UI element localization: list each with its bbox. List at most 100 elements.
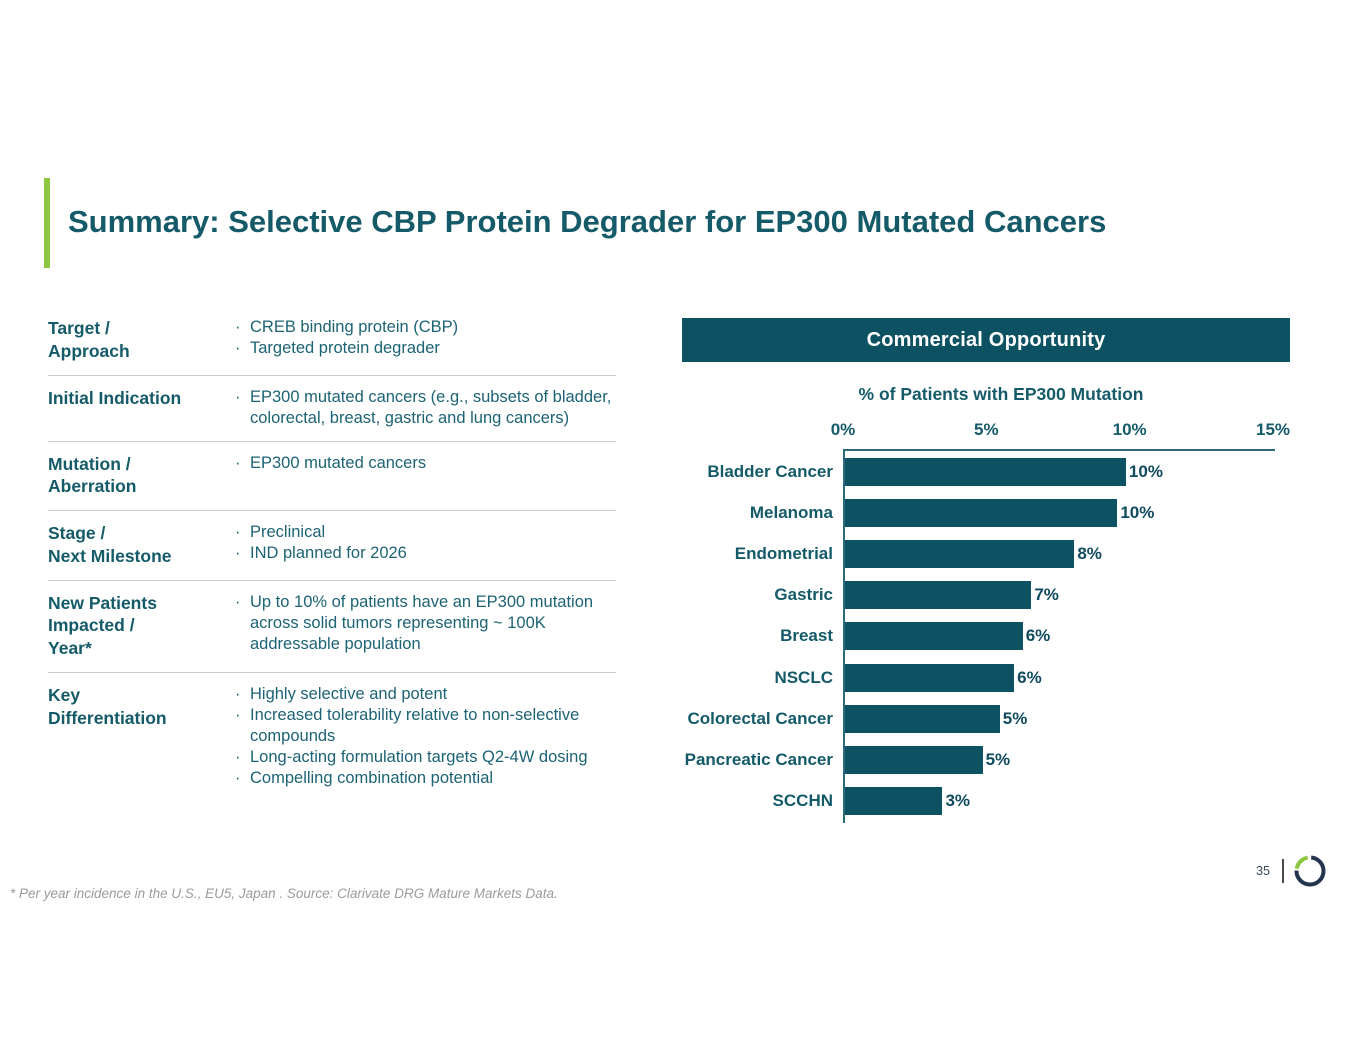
bar-value-label: 7% [1034,585,1059,605]
summary-spec-table: Target / Approach · CREB binding protein (… [48,306,616,802]
bar-value-label: 6% [1017,667,1042,687]
spec-row-bullets: · Highly selective and potent · Increased t… [223,684,616,790]
bar-track: 5% [845,704,1275,733]
spec-row-label: Mutation / Aberration [48,453,137,497]
bullet-item: · Preclinical [235,522,616,543]
bar-value-label: 5% [985,749,1011,769]
category-label: Gastric [774,585,833,605]
bullet-item: · CREB binding protein (CBP) [235,317,616,338]
bar [845,787,943,816]
bar-track: 6% [845,663,1275,692]
bar-value-label: 8% [1077,543,1102,563]
bullet-item: · Highly selective and potent [235,684,616,705]
category-label: Melanoma [749,502,833,522]
bullet-dot-icon: · [235,706,241,725]
category-label: Endometrial [734,544,833,564]
chart-row: SCCHN 3% [682,781,1290,822]
bullet-dot-icon: · [235,523,241,542]
chart-row: Breast 6% [682,616,1290,657]
bullet-item: · Compelling combination potential [235,768,616,789]
bullet-text: Long-acting formulation targets Q2-4W do… [250,748,588,767]
x-axis-tick-label: 15% [1255,420,1291,439]
bullet-dot-icon: · [235,592,241,611]
bullet-dot-icon: · [235,339,241,358]
commercial-opportunity-chart: Commercial Opportunity % of Patients wit… [682,318,1290,838]
bar [845,704,1000,733]
chart-row: Endometrial 8% [682,533,1290,574]
spec-row: Target / Approach · CREB binding protein (… [48,306,616,376]
bar [845,457,1126,486]
category-label: Colorectal Cancer [687,708,834,728]
chart-bars-area: Bladder Cancer 10% Melanoma 10% Endometrial 8… [682,451,1290,822]
bar [845,581,1032,610]
spec-row: Key Differentiation · Highly selective and… [48,673,616,802]
bar [845,663,1015,692]
category-label: Breast [780,626,833,646]
category-label: Bladder Cancer [707,461,833,481]
bullet-dot-icon: · [235,544,241,563]
bar-track: 5% [845,745,1275,774]
spec-row: Initial Indication · EP300 mutated cancers… [48,376,616,442]
chart-row: Pancreatic Cancer 5% [682,739,1290,780]
spec-row: Mutation / Aberration · EP300 mutated canc… [48,442,616,512]
bar [845,622,1023,651]
chart-row: Melanoma 10% [682,492,1290,533]
x-axis-tick-label: 10% [1112,420,1147,439]
bullet-text: Preclinical [250,523,326,542]
footer-divider [1281,859,1284,883]
bullet-text: Highly selective and potent [250,684,448,703]
bullet-item: · Long-acting formulation targets Q2-4W d… [235,747,616,768]
y-axis-line [843,449,845,823]
bar-track: 10% [845,498,1275,527]
bullet-text: EP300 mutated cancers [250,453,427,472]
spec-row-label: Target / Approach [48,318,130,361]
chart-row: Gastric 7% [682,575,1290,616]
spec-row: Stage / Next Milestone · Preclinical · IND p… [48,511,616,581]
spec-row-label: New Patients Impacted / Year* [48,592,157,659]
spec-row-bullets: · EP300 mutated cancers (e.g., subsets of… [223,387,616,429]
bullet-item: · EP300 mutated cancers [235,453,616,474]
bullet-text: Increased tolerability relative to non-s… [250,706,580,746]
bar-value-label: 10% [1120,502,1155,522]
bullet-dot-icon: · [235,318,241,336]
chart-header-banner: Commercial Opportunity [682,318,1290,362]
spec-row-label: Key Differentiation [48,684,167,728]
spec-row-label: Stage / Next Milestone [48,523,172,566]
spec-row-bullets: · Up to 10% of patients have an EP300 mut… [223,592,616,660]
spec-row-bullets: · CREB binding protein (CBP) · Targeted pro… [223,317,616,363]
bar [845,498,1118,527]
bullet-item: · EP300 mutated cancers (e.g., subsets of… [235,387,616,429]
bullet-text: Compelling combination potential [250,769,494,788]
bar-value-label: 3% [945,791,971,811]
bar [845,539,1075,568]
bar-track: 10% [845,457,1275,486]
slide-title: Summary: Selective CBP Protein Degrader … [68,204,1107,239]
bar-value-label: 6% [1025,626,1051,646]
x-axis-tick-label: 0% [830,420,856,439]
x-axis-tick-label: 5% [974,420,999,439]
bullet-item: · Increased tolerability relative to non-… [235,705,616,747]
spec-row-bullets: · Preclinical · IND planned for 2026 [223,522,616,568]
bullet-item: · Targeted protein degrader [235,338,616,359]
chart-title: % of Patients with EP300 Mutation [858,384,1144,404]
bullet-dot-icon: · [235,453,241,472]
chart-row: NSCLC 6% [682,657,1290,698]
bar-track: 3% [845,787,1275,816]
bullet-dot-icon: · [235,684,241,703]
bullet-text: Up to 10% of patients have an EP300 muta… [250,592,594,653]
x-axis-line [843,449,1275,451]
x-axis-ticks: 0% 5% 10% 15% [682,420,1290,442]
bullet-text: IND planned for 2026 [250,544,407,563]
spec-row-label: Initial Indication [48,387,182,408]
spec-row-bullets: · EP300 mutated cancers [223,453,616,499]
bullet-item: · Up to 10% of patients have an EP300 mut… [235,592,616,655]
chart-row: Colorectal Cancer 5% [682,698,1290,739]
bar-track: 7% [845,581,1275,610]
category-label: Pancreatic Cancer [684,749,833,769]
slide-footer: 35 [1256,854,1327,888]
category-label: SCCHN [772,791,833,811]
bullet-text: Targeted protein degrader [250,339,440,358]
bullet-text: EP300 mutated cancers (e.g., subsets of … [250,387,612,427]
title-accent-bar [44,178,50,268]
